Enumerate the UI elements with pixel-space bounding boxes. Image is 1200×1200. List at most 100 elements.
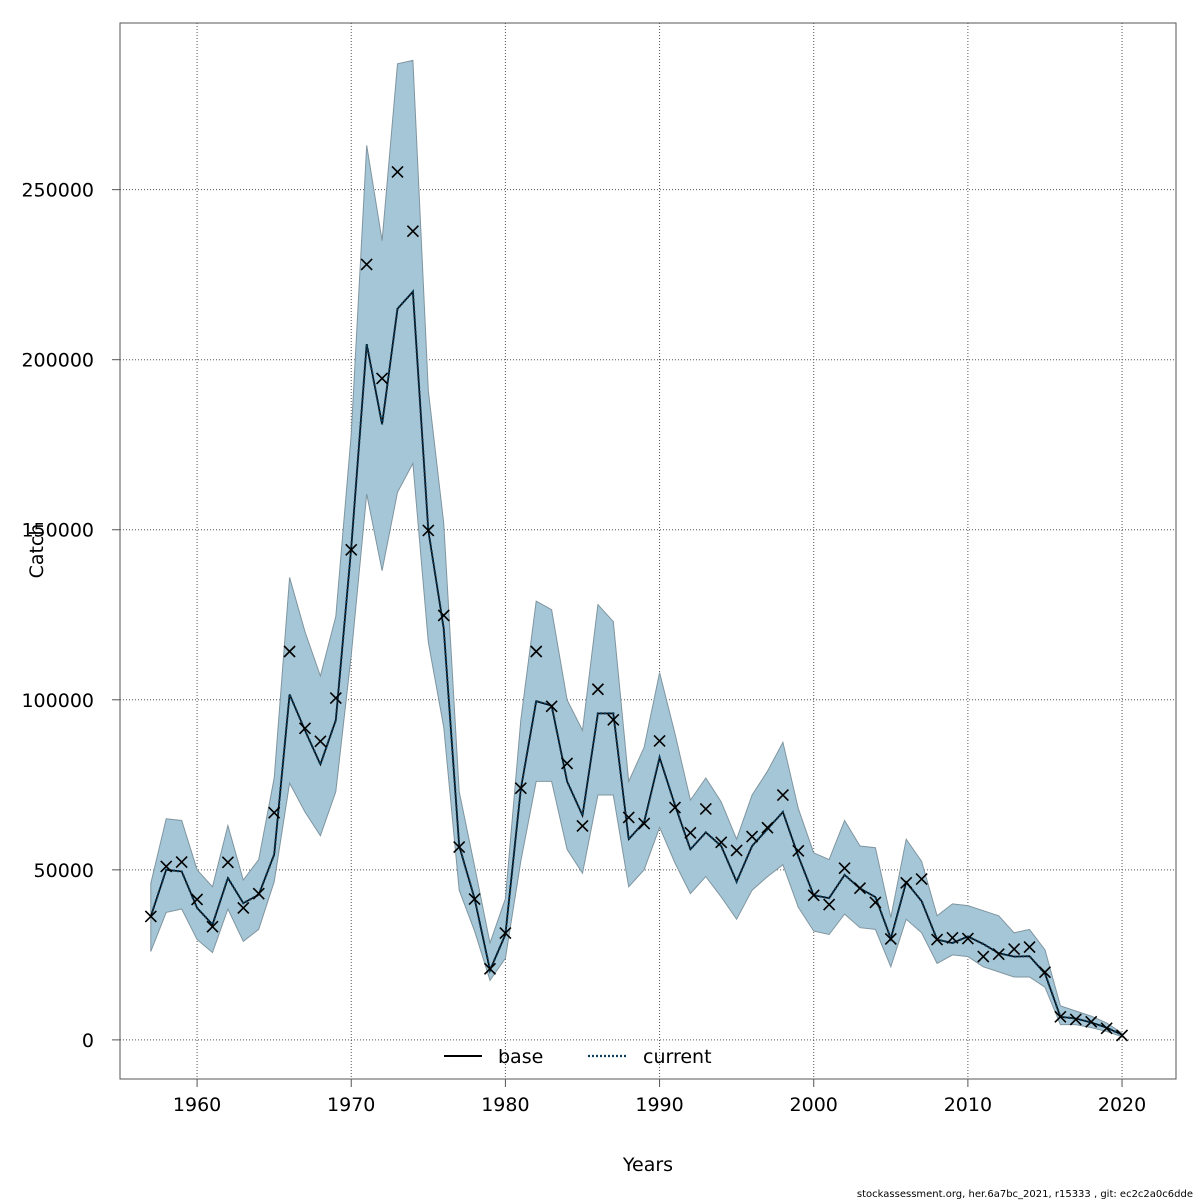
observed-point (391, 165, 404, 179)
observed-point (298, 722, 312, 735)
observed-point (961, 932, 974, 945)
observed-point (499, 927, 512, 940)
observed-point-stroke (237, 901, 250, 914)
observed-point (221, 856, 234, 869)
observed-point-stroke (206, 920, 219, 933)
x-tick-label: 2020 (1098, 1094, 1146, 1116)
observed-points-layer (144, 165, 1129, 1042)
observed-point-stroke (900, 876, 913, 889)
observed-point (144, 910, 157, 923)
observed-point-stroke (591, 683, 604, 696)
observed-point (422, 524, 435, 537)
observed-point-stroke (745, 830, 759, 843)
observed-point-stroke (823, 898, 836, 911)
observed-point (776, 788, 789, 802)
observed-point (638, 817, 651, 830)
observed-point (376, 372, 389, 385)
observed-point (329, 692, 342, 705)
x-axis-title: Years (622, 1154, 673, 1176)
legend-label-current: current (643, 1046, 712, 1068)
observed-point (283, 645, 296, 658)
observed-point-stroke (560, 757, 574, 770)
observed-point-stroke (221, 856, 234, 869)
series-lines-layer (149, 289, 1123, 1036)
observed-point-stroke (360, 258, 373, 271)
observed-point (977, 950, 990, 963)
observed-point-stroke (884, 932, 897, 945)
observed-point (160, 860, 173, 873)
observed-point (1008, 943, 1021, 956)
observed-point-stroke (761, 821, 774, 834)
observed-point-stroke (792, 844, 805, 857)
legend-label-base: base (498, 1046, 543, 1068)
observed-point-stroke (1008, 943, 1021, 956)
observed-point (730, 844, 743, 857)
observed-point-stroke (1023, 940, 1036, 954)
x-tick-label: 1960 (173, 1094, 221, 1116)
observed-point-stroke (252, 887, 265, 900)
observed-point (607, 713, 620, 726)
observed-point (1115, 1029, 1129, 1042)
observed-point-stroke (422, 524, 435, 537)
observed-point (468, 893, 481, 906)
observed-point (345, 543, 358, 556)
y-tick-label: 0 (82, 1030, 94, 1052)
observed-point-stroke (946, 931, 959, 944)
legend: base current (444, 1046, 712, 1068)
observed-point (869, 896, 882, 909)
series-line-current (149, 289, 1123, 1036)
observed-point (668, 801, 682, 814)
observed-point-stroke (530, 645, 543, 658)
observed-point-stroke (499, 927, 512, 940)
observed-point (653, 734, 666, 748)
observed-point (360, 258, 373, 271)
observed-point (699, 802, 712, 816)
y-tick-label: 200000 (21, 350, 94, 372)
observed-point (591, 683, 604, 696)
observed-point-stroke (992, 948, 1005, 961)
observed-point (206, 920, 219, 933)
observed-point-stroke (622, 811, 635, 824)
observed-point (406, 225, 419, 238)
observed-point (1054, 1010, 1067, 1023)
observed-point-stroke (391, 165, 404, 179)
plot-frame (119, 22, 1177, 1080)
observed-point-stroke (699, 802, 712, 816)
x-tick-label: 1990 (635, 1094, 683, 1116)
observed-point (1069, 1013, 1082, 1026)
observed-point-stroke (977, 950, 990, 963)
observed-point-stroke (376, 372, 389, 385)
x-tick-label: 2010 (944, 1094, 992, 1116)
observed-point (884, 932, 897, 945)
observed-point (514, 782, 527, 795)
observed-point (576, 819, 589, 833)
grid-lines (120, 23, 1176, 1079)
observed-point-stroke (730, 844, 743, 857)
observed-point-stroke (776, 788, 789, 802)
observed-point-stroke (915, 872, 928, 886)
observed-point (314, 735, 327, 748)
observed-point (1038, 966, 1052, 979)
observed-point-stroke (1115, 1029, 1129, 1042)
observed-point-stroke (144, 910, 157, 923)
observed-point (915, 872, 928, 886)
observed-point (268, 806, 281, 819)
observed-point (992, 948, 1005, 961)
y-tick-label: 100000 (21, 690, 94, 712)
x-tick-label: 1980 (481, 1094, 529, 1116)
observed-point-stroke (268, 806, 281, 819)
observed-point-stroke (406, 225, 419, 238)
observed-point (483, 962, 497, 975)
observed-point-stroke (684, 826, 697, 839)
observed-point (252, 887, 265, 900)
confidence-band (150, 59, 1123, 1038)
observed-point (437, 609, 450, 622)
observed-point (237, 901, 250, 914)
observed-point-stroke (961, 932, 974, 945)
observed-point-stroke (668, 801, 682, 814)
observed-point-stroke (638, 817, 651, 830)
observed-point-stroke (653, 734, 666, 748)
observed-point (900, 876, 913, 889)
observed-point-stroke (576, 819, 589, 833)
